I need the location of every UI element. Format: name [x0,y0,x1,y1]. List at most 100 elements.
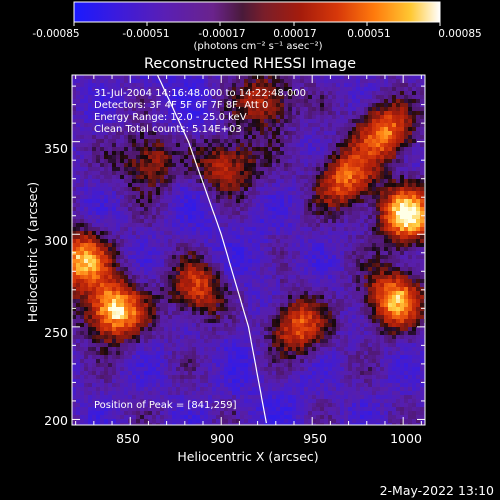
heatmap-cell [252,399,257,404]
heatmap-cell [176,335,181,340]
heatmap-cell [288,291,293,296]
heatmap-cell [296,135,301,140]
heatmap-cell [88,367,93,372]
heatmap-cell [124,343,129,348]
heatmap-cell [88,411,93,416]
heatmap-cell [168,107,173,112]
heatmap-cell [76,83,81,88]
heatmap-cell [284,419,289,424]
heatmap-cell [124,119,129,124]
heatmap-cell [180,87,185,92]
heatmap-cell [284,343,289,348]
heatmap-cell [96,243,101,248]
heatmap-cell [276,91,281,96]
heatmap-cell [224,423,229,425]
heatmap-cell [176,379,181,384]
heatmap-cell [160,119,165,124]
heatmap-cell [104,187,109,192]
heatmap-cell [144,419,149,424]
heatmap-cell [92,155,97,160]
heatmap-cell [228,355,233,360]
heatmap-cell [132,347,137,352]
heatmap-cell [236,343,241,348]
heatmap-cell [168,183,173,188]
heatmap-cell [268,223,273,228]
heatmap-cell [76,343,81,348]
heatmap-cell [172,239,177,244]
heatmap-cell [100,119,105,124]
heatmap-cell [132,303,137,308]
heatmap-cell [220,183,225,188]
heatmap-cell [96,95,101,100]
heatmap-cell [120,123,125,128]
heatmap-cell [212,407,217,412]
heatmap-cell [208,243,213,248]
heatmap-cell [172,147,177,152]
heatmap-cell [108,319,113,324]
heatmap-cell [132,167,137,172]
heatmap-cell [184,163,189,168]
heatmap-cell [140,127,145,132]
heatmap-cell [276,119,281,124]
heatmap-cell [280,163,285,168]
heatmap-cell [228,287,233,292]
heatmap-cell [152,283,157,288]
heatmap-cell [160,115,165,120]
heatmap-cell [188,307,193,312]
heatmap-cell [168,139,173,144]
heatmap-cell [268,87,273,92]
heatmap-cell [256,119,261,124]
heatmap-cell [296,115,301,120]
heatmap-cell [132,259,137,264]
heatmap-cell [284,355,289,360]
heatmap-cell [108,179,113,184]
heatmap-cell [256,323,261,328]
heatmap-cell [188,383,193,388]
heatmap-cell [92,143,97,148]
heatmap-cell [288,303,293,308]
heatmap-cell [220,379,225,384]
heatmap-cell [228,115,233,120]
heatmap-cell [108,143,113,148]
heatmap-cell [72,303,77,308]
heatmap-cell [156,299,161,304]
heatmap-cell [156,351,161,356]
heatmap-cell [160,323,165,328]
heatmap-cell [280,203,285,208]
heatmap-cell [252,87,257,92]
heatmap-cell [152,347,157,352]
heatmap-cell [144,231,149,236]
heatmap-cell [168,179,173,184]
heatmap-cell [220,335,225,340]
heatmap-cell [256,283,261,288]
heatmap-cell [252,375,257,380]
heatmap-cell [100,247,105,252]
heatmap-cell [148,395,153,400]
heatmap-cell [168,91,173,96]
heatmap-cell [256,335,261,340]
heatmap-cell [120,75,125,80]
heatmap-cell [104,139,109,144]
heatmap-cell [296,99,301,104]
heatmap-cell [124,299,129,304]
heatmap-cell [132,335,137,340]
heatmap-cell [72,383,77,388]
heatmap-cell [216,231,221,236]
heatmap-cell [156,375,161,380]
heatmap-cell [192,167,197,172]
heatmap-cell [76,311,81,316]
heatmap-cell [256,351,261,356]
heatmap-cell [260,303,265,308]
heatmap-cell [96,311,101,316]
heatmap-cell [120,147,125,152]
heatmap-cell [132,319,137,324]
heatmap-cell [144,99,149,104]
heatmap-cell [96,83,101,88]
heatmap-cell [84,255,89,260]
heatmap-cell [92,167,97,172]
heatmap-cell [160,391,165,396]
heatmap-cell [168,407,173,412]
heatmap-cell [176,375,181,380]
heatmap-cell [148,79,153,84]
heatmap-cell [100,403,105,408]
